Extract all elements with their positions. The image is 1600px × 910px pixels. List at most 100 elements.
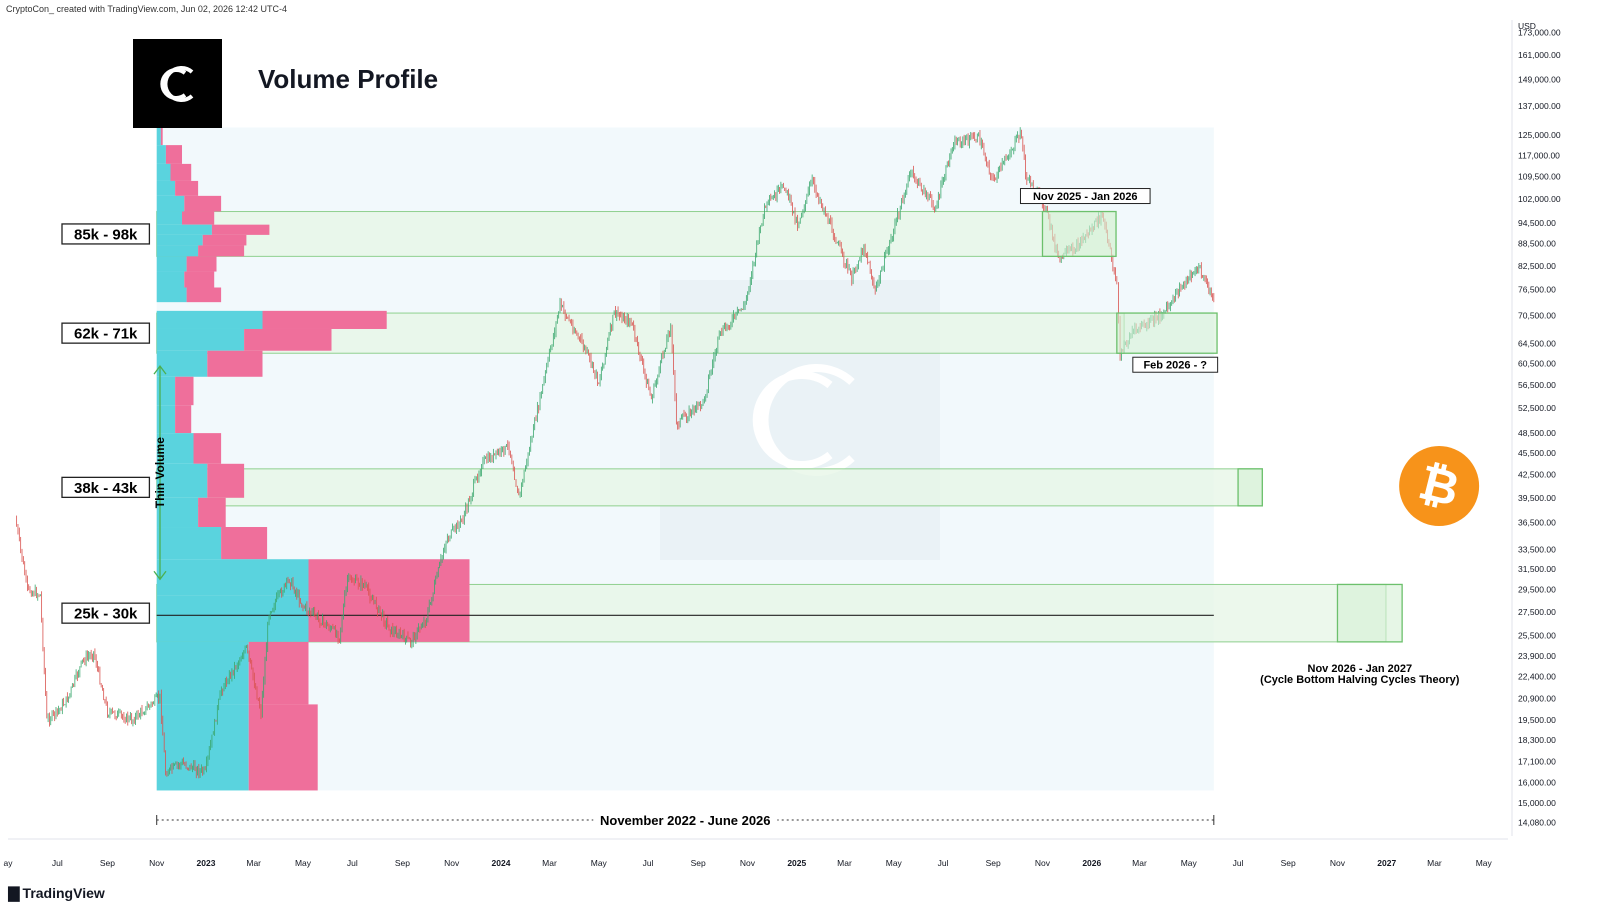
- price-tick-label: 60,500.00: [1518, 358, 1556, 368]
- time-tick-label: Nov: [740, 858, 756, 868]
- price-tick-label: 15,000.00: [1518, 798, 1556, 808]
- price-tick-label: 161,000.00: [1518, 50, 1561, 60]
- price-tick-label: 45,500.00: [1518, 448, 1556, 458]
- zone-label: 62k - 71k: [74, 326, 138, 343]
- price-tick-label: 39,500.00: [1518, 493, 1556, 503]
- volume-bar-sell: [184, 195, 222, 212]
- time-tick-label: Jul: [52, 858, 63, 868]
- price-tick-label: 27,500.00: [1518, 607, 1556, 617]
- time-tick-label: Mar: [1132, 858, 1147, 868]
- price-tick-label: 33,500.00: [1518, 545, 1556, 555]
- time-tick-label: Sep: [1281, 858, 1296, 868]
- time-tick-label: 2025: [787, 858, 806, 868]
- time-tick-label: ay: [4, 858, 14, 868]
- time-tick-label: Nov: [149, 858, 165, 868]
- volume-bar-sell: [175, 376, 194, 406]
- price-tick-label: 16,000.00: [1518, 777, 1556, 787]
- volume-bar-buy: [156, 195, 185, 212]
- thin-volume-label: Thin Volume: [153, 437, 167, 508]
- volume-bar-buy: [156, 433, 194, 464]
- price-tick-label: 56,500.00: [1518, 380, 1556, 390]
- price-tick-label: 137,000.00: [1518, 101, 1561, 111]
- tradingview-logo-icon: ▇: [8, 885, 20, 902]
- zone-label-box: [61, 223, 151, 245]
- volume-bar-sell: [186, 287, 222, 303]
- volume-bar-buy: [156, 405, 176, 434]
- volume-bar-buy: [156, 497, 199, 528]
- chart-attribution: CryptoCon_ created with TradingView.com,…: [6, 4, 287, 14]
- time-tick-label: Mar: [542, 858, 557, 868]
- price-tick-label: 102,000.00: [1518, 194, 1561, 204]
- volume-bar-sell: [248, 704, 318, 791]
- volume-bar-sell: [182, 211, 215, 225]
- zone-label: 38k - 43k: [74, 480, 138, 497]
- cycle-bottom-theory-label: (Cycle Bottom Halving Cycles Theory): [1260, 674, 1460, 686]
- price-tick-label: 117,000.00: [1518, 151, 1560, 161]
- price-tick-label: 173,000.00: [1518, 27, 1561, 37]
- arrow-down-icon: [153, 570, 167, 581]
- range-label-bg: [593, 811, 778, 828]
- price-tick-label: 48,500.00: [1518, 428, 1556, 438]
- volume-bar-sell: [207, 463, 245, 498]
- time-tick-label: May: [1476, 858, 1493, 868]
- volume-bar-sell: [175, 405, 192, 434]
- zone-label-box: [61, 476, 151, 499]
- volume-bar-buy: [156, 463, 208, 498]
- time-tick-label: May: [591, 858, 608, 868]
- price-tick-label: 42,500.00: [1518, 470, 1556, 480]
- volume-bar-buy: [156, 559, 309, 596]
- bitcoin-logo-icon: [1399, 446, 1480, 527]
- volume-bar-sell: [244, 328, 332, 351]
- price-tick-label: 14,080.00: [1518, 818, 1556, 828]
- price-tick-label: 17,100.00: [1518, 757, 1556, 767]
- period-label-box: [1019, 188, 1151, 205]
- volume-bar-sell: [262, 310, 387, 329]
- volume-bar-sell: [198, 245, 245, 257]
- volume-bar-sell: [165, 145, 183, 164]
- volume-bar-sell: [184, 271, 215, 288]
- volume-bar-sell: [207, 350, 263, 377]
- cryptocon-logo: [133, 39, 222, 128]
- volume-bar-buy: [156, 376, 176, 406]
- volume-bar-buy: [156, 163, 171, 181]
- price-axis-currency: USD: [1518, 21, 1536, 31]
- price-tick-label: 94,500.00: [1518, 218, 1556, 228]
- volume-bar-buy: [156, 211, 183, 225]
- highlight-box-3: [1336, 583, 1403, 643]
- highlight-box-2: [1237, 468, 1263, 507]
- time-tick-label: Nov: [1035, 858, 1051, 868]
- volume-bar-buy: [156, 245, 199, 257]
- volume-bar-sell: [186, 256, 217, 272]
- time-tick-label: Jul: [1233, 858, 1244, 868]
- price-tick-label: 76,500.00: [1518, 285, 1556, 295]
- volume-bar-sell: [193, 433, 222, 464]
- time-tick-label: 2026: [1082, 858, 1101, 868]
- time-tick-label: Jul: [643, 858, 654, 868]
- volume-bar-buy: [156, 145, 166, 164]
- highlight-box-0: [1041, 210, 1117, 258]
- time-tick-label: Jul: [347, 858, 358, 868]
- time-tick-label: 2023: [197, 858, 216, 868]
- time-tick-label: May: [886, 858, 903, 868]
- time-tick-label: Sep: [691, 858, 706, 868]
- time-tick-label: Nov: [1330, 858, 1346, 868]
- volume-bar-sell: [248, 641, 309, 705]
- support-zone-0: [156, 211, 1117, 257]
- time-tick-label: Sep: [100, 858, 115, 868]
- price-tick-label: 125,000.00: [1518, 130, 1561, 140]
- range-label: November 2022 - June 2026: [600, 813, 771, 828]
- price-tick-label: 149,000.00: [1518, 75, 1561, 85]
- zone-label-box: [61, 322, 151, 344]
- cycle-bottom-label: Nov 2026 - Jan 2027: [1308, 663, 1413, 675]
- price-tick-label: 20,900.00: [1518, 693, 1556, 703]
- time-tick-label: Sep: [986, 858, 1001, 868]
- tradingview-brand-label: TradingView: [22, 885, 105, 901]
- time-tick-label: May: [295, 858, 312, 868]
- time-tick-label: May: [1181, 858, 1198, 868]
- volume-bar-buy: [156, 180, 176, 196]
- time-tick-label: Sep: [395, 858, 410, 868]
- time-tick-label: Nov: [444, 858, 460, 868]
- volume-bar-sell: [211, 224, 270, 235]
- price-tick-label: 23,900.00: [1518, 651, 1556, 661]
- price-tick-label: 18,300.00: [1518, 735, 1556, 745]
